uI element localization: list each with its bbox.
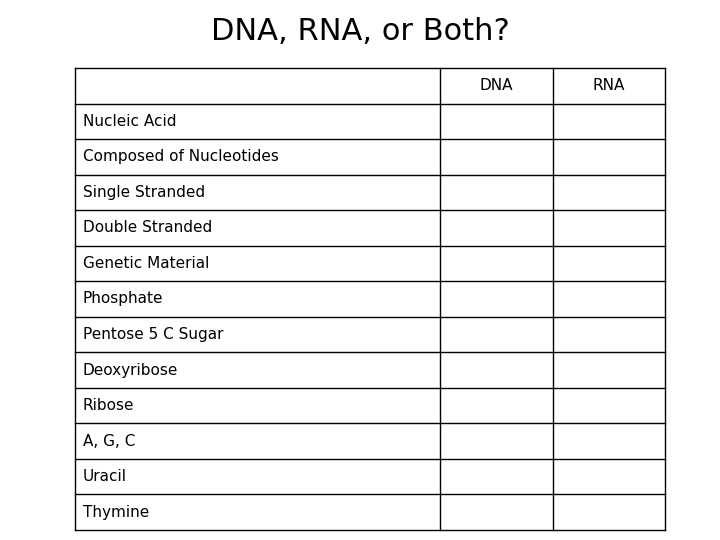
Text: DNA: DNA xyxy=(480,78,513,93)
Text: Uracil: Uracil xyxy=(83,469,127,484)
Text: Ribose: Ribose xyxy=(83,398,135,413)
Text: Composed of Nucleotides: Composed of Nucleotides xyxy=(83,150,279,164)
Text: Phosphate: Phosphate xyxy=(83,292,163,307)
Text: Deoxyribose: Deoxyribose xyxy=(83,362,179,377)
Text: Nucleic Acid: Nucleic Acid xyxy=(83,114,176,129)
Text: DNA, RNA, or Both?: DNA, RNA, or Both? xyxy=(211,17,509,46)
Text: Single Stranded: Single Stranded xyxy=(83,185,205,200)
Text: Thymine: Thymine xyxy=(83,505,149,519)
Text: Pentose 5 C Sugar: Pentose 5 C Sugar xyxy=(83,327,223,342)
Text: A, G, C: A, G, C xyxy=(83,434,135,449)
Text: Genetic Material: Genetic Material xyxy=(83,256,210,271)
Text: Double Stranded: Double Stranded xyxy=(83,220,212,235)
Text: RNA: RNA xyxy=(593,78,625,93)
